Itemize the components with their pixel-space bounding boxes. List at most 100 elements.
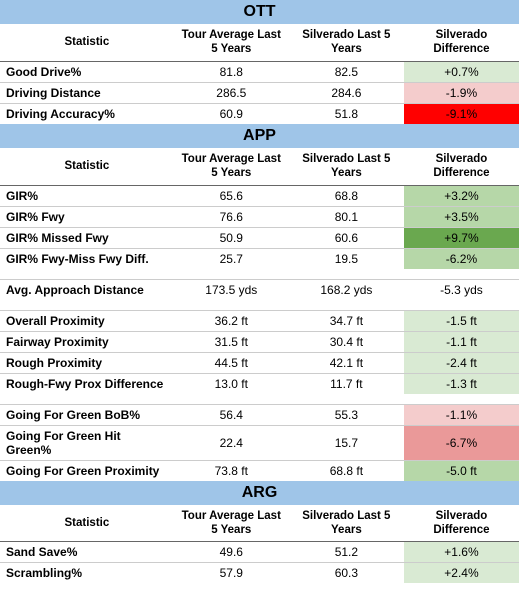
stat-diff: -1.5 ft bbox=[404, 310, 519, 331]
section-title: APP bbox=[0, 124, 519, 148]
table-row: Sand Save%49.651.2+1.6% bbox=[0, 542, 519, 563]
stat-diff: -5.0 ft bbox=[404, 460, 519, 481]
stat-value: 60.3 bbox=[289, 563, 404, 584]
table-row: GIR% Missed Fwy50.960.6+9.7% bbox=[0, 227, 519, 248]
stat-value: 81.8 bbox=[174, 61, 289, 82]
table-row: GIR%65.668.8+3.2% bbox=[0, 185, 519, 206]
stat-name: Driving Distance bbox=[0, 82, 174, 103]
stat-value: 68.8 bbox=[289, 185, 404, 206]
table-row: Avg. Approach Distance173.5 yds168.2 yds… bbox=[0, 279, 519, 300]
table-row: Good Drive%81.882.5+0.7% bbox=[0, 61, 519, 82]
stat-value: 76.6 bbox=[174, 206, 289, 227]
stat-value: 65.6 bbox=[174, 185, 289, 206]
stat-diff: -1.1 ft bbox=[404, 331, 519, 352]
stat-value: 31.5 ft bbox=[174, 331, 289, 352]
stat-value: 55.3 bbox=[289, 404, 404, 425]
stat-name: Scrambling% bbox=[0, 563, 174, 584]
stat-diff: -1.9% bbox=[404, 82, 519, 103]
stat-diff: -1.1% bbox=[404, 404, 519, 425]
table-row: GIR% Fwy76.680.1+3.5% bbox=[0, 206, 519, 227]
table-row: Scrambling%57.960.3+2.4% bbox=[0, 563, 519, 584]
stat-value: 80.1 bbox=[289, 206, 404, 227]
stat-diff: -6.7% bbox=[404, 425, 519, 460]
stat-diff: +2.4% bbox=[404, 563, 519, 584]
stat-name: GIR% Fwy-Miss Fwy Diff. bbox=[0, 248, 174, 269]
stat-diff: -5.3 yds bbox=[404, 279, 519, 300]
stat-value: 60.6 bbox=[289, 227, 404, 248]
section-title: OTT bbox=[0, 0, 519, 24]
stat-value: 19.5 bbox=[289, 248, 404, 269]
table-row: Going For Green Hit Green%22.415.7-6.7% bbox=[0, 425, 519, 460]
stat-value: 51.2 bbox=[289, 542, 404, 563]
table-row: Rough-Fwy Prox Difference13.0 ft11.7 ft-… bbox=[0, 373, 519, 394]
table-row: Going For Green BoB%56.455.3-1.1% bbox=[0, 404, 519, 425]
stat-diff: +0.7% bbox=[404, 61, 519, 82]
stat-value: 49.6 bbox=[174, 542, 289, 563]
stat-diff: +3.5% bbox=[404, 206, 519, 227]
stat-diff: -2.4 ft bbox=[404, 352, 519, 373]
stat-value: 51.8 bbox=[289, 103, 404, 124]
stat-value: 42.1 ft bbox=[289, 352, 404, 373]
table-row: Driving Accuracy%60.951.8-9.1% bbox=[0, 103, 519, 124]
stat-diff: +3.2% bbox=[404, 185, 519, 206]
stat-name: Fairway Proximity bbox=[0, 331, 174, 352]
stat-name: Good Drive% bbox=[0, 61, 174, 82]
stat-value: 34.7 ft bbox=[289, 310, 404, 331]
stat-value: 68.8 ft bbox=[289, 460, 404, 481]
table-row: Rough Proximity44.5 ft42.1 ft-2.4 ft bbox=[0, 352, 519, 373]
stat-value: 73.8 ft bbox=[174, 460, 289, 481]
stat-diff: +9.7% bbox=[404, 227, 519, 248]
stat-name: Going For Green Proximity bbox=[0, 460, 174, 481]
stat-name: Avg. Approach Distance bbox=[0, 279, 174, 300]
col-difference: Silverado Difference bbox=[404, 505, 519, 542]
stat-name: Rough-Fwy Prox Difference bbox=[0, 373, 174, 394]
stat-value: 30.4 ft bbox=[289, 331, 404, 352]
stat-value: 60.9 bbox=[174, 103, 289, 124]
col-tour-avg: Tour Average Last 5 Years bbox=[174, 148, 289, 185]
col-silverado: Silverado Last 5 Years bbox=[289, 24, 404, 61]
stats-table: StatisticTour Average Last 5 YearsSilver… bbox=[0, 24, 519, 124]
col-silverado: Silverado Last 5 Years bbox=[289, 505, 404, 542]
stat-name: Going For Green BoB% bbox=[0, 404, 174, 425]
stat-value: 50.9 bbox=[174, 227, 289, 248]
stats-table: StatisticTour Average Last 5 YearsSilver… bbox=[0, 505, 519, 584]
stat-diff: -9.1% bbox=[404, 103, 519, 124]
col-difference: Silverado Difference bbox=[404, 24, 519, 61]
col-silverado: Silverado Last 5 Years bbox=[289, 148, 404, 185]
col-statistic: Statistic bbox=[0, 24, 174, 61]
stat-value: 25.7 bbox=[174, 248, 289, 269]
stat-value: 57.9 bbox=[174, 563, 289, 584]
stat-name: GIR% Missed Fwy bbox=[0, 227, 174, 248]
col-statistic: Statistic bbox=[0, 148, 174, 185]
col-difference: Silverado Difference bbox=[404, 148, 519, 185]
section-title: ARG bbox=[0, 481, 519, 505]
stats-report: OTTStatisticTour Average Last 5 YearsSil… bbox=[0, 0, 519, 583]
col-tour-avg: Tour Average Last 5 Years bbox=[174, 505, 289, 542]
stat-name: Overall Proximity bbox=[0, 310, 174, 331]
stat-value: 13.0 ft bbox=[174, 373, 289, 394]
stat-name: Driving Accuracy% bbox=[0, 103, 174, 124]
stat-name: GIR% bbox=[0, 185, 174, 206]
stat-value: 168.2 yds bbox=[289, 279, 404, 300]
table-row: Going For Green Proximity73.8 ft68.8 ft-… bbox=[0, 460, 519, 481]
stat-name: GIR% Fwy bbox=[0, 206, 174, 227]
stat-value: 36.2 ft bbox=[174, 310, 289, 331]
stat-value: 44.5 ft bbox=[174, 352, 289, 373]
stat-value: 15.7 bbox=[289, 425, 404, 460]
stat-value: 56.4 bbox=[174, 404, 289, 425]
stat-diff: -1.3 ft bbox=[404, 373, 519, 394]
table-row: GIR% Fwy-Miss Fwy Diff.25.719.5-6.2% bbox=[0, 248, 519, 269]
col-tour-avg: Tour Average Last 5 Years bbox=[174, 24, 289, 61]
stat-value: 11.7 ft bbox=[289, 373, 404, 394]
stat-name: Sand Save% bbox=[0, 542, 174, 563]
stat-value: 82.5 bbox=[289, 61, 404, 82]
stat-diff: +1.6% bbox=[404, 542, 519, 563]
table-row: Overall Proximity36.2 ft34.7 ft-1.5 ft bbox=[0, 310, 519, 331]
stat-name: Going For Green Hit Green% bbox=[0, 425, 174, 460]
stat-value: 284.6 bbox=[289, 82, 404, 103]
table-row: Driving Distance286.5284.6-1.9% bbox=[0, 82, 519, 103]
col-statistic: Statistic bbox=[0, 505, 174, 542]
stat-value: 22.4 bbox=[174, 425, 289, 460]
stat-value: 286.5 bbox=[174, 82, 289, 103]
stat-name: Rough Proximity bbox=[0, 352, 174, 373]
